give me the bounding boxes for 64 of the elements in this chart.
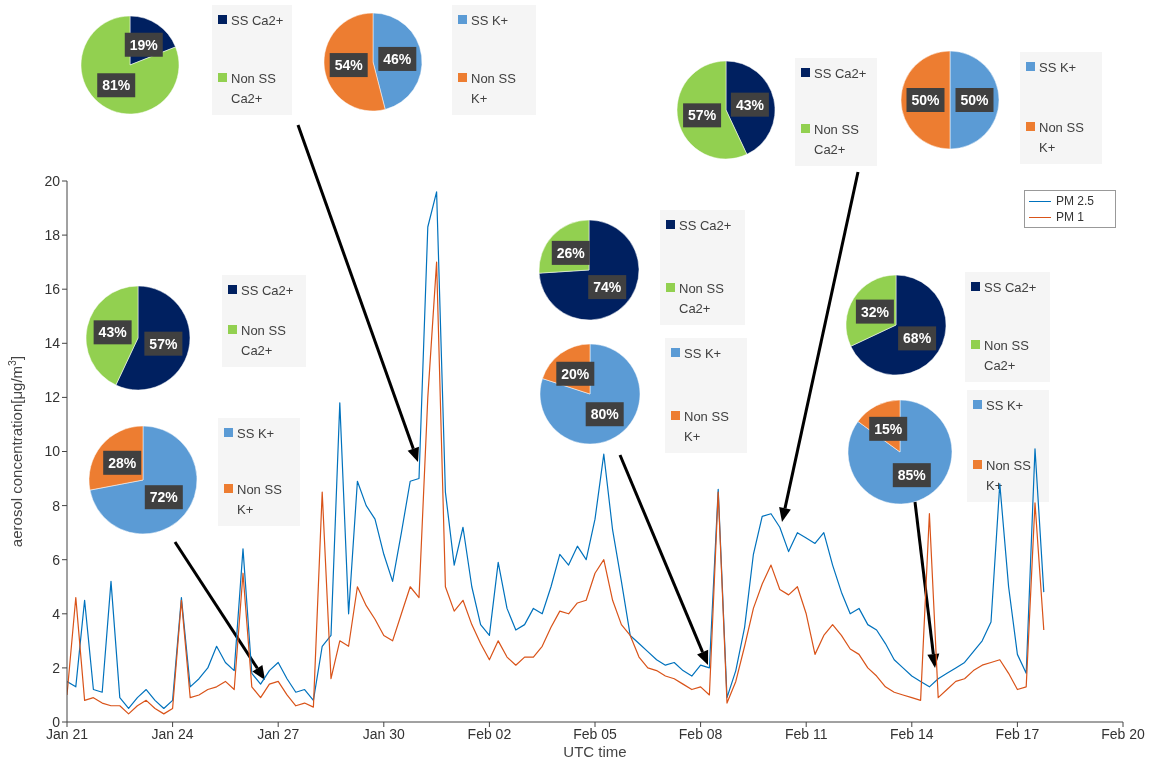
x-tick-label: Feb 05: [573, 725, 617, 742]
legend-label: Non SS K+: [471, 70, 517, 108]
data-label: 26%: [556, 244, 586, 261]
legend-label: Non SS K+: [986, 457, 1032, 495]
x-tick-label: Feb 14: [890, 725, 934, 742]
legend-label: Non SS Ca2+: [814, 121, 860, 159]
legend-label: PM 1: [1056, 209, 1085, 225]
data-label: 46%: [383, 50, 412, 67]
data-label: 57%: [688, 107, 717, 124]
data-label: 74%: [593, 279, 622, 296]
data-label: 57%: [149, 335, 178, 352]
data-label: 20%: [561, 365, 590, 382]
data-label: 28%: [108, 454, 137, 471]
y-tick-label: 20: [44, 172, 61, 189]
legend-label: Non SS K+: [237, 481, 283, 519]
y-tick-label: 0: [52, 713, 61, 730]
data-label: 54%: [334, 57, 364, 74]
data-label: 81%: [102, 77, 131, 94]
x-tick-label: Feb 11: [784, 725, 828, 742]
legend-label: SS K+: [471, 12, 510, 30]
data-label: 72%: [149, 489, 179, 506]
legend-label: SS Ca2+: [814, 65, 868, 83]
x-tick-label: Feb 20: [1101, 725, 1145, 742]
data-label: 80%: [590, 406, 620, 423]
legend-label: Non SS K+: [684, 408, 730, 446]
data-label: 68%: [903, 330, 932, 347]
legend-label: Non SS Ca2+: [679, 280, 725, 318]
x-tick-label: Feb 17: [995, 725, 1040, 742]
x-tick-label: Jan 27: [257, 725, 300, 742]
y-tick-label: 8: [52, 497, 61, 514]
x-axis-title: UTC time: [563, 742, 627, 760]
y-tick-label: 6: [52, 551, 61, 568]
x-tick-label: Jan 30: [362, 725, 406, 742]
data-label: 19%: [129, 36, 159, 53]
y-tick-label: 10: [44, 443, 61, 460]
legend-label: Non SS Ca2+: [984, 337, 1030, 375]
y-tick-label: 18: [44, 227, 61, 244]
legend-label: SS K+: [986, 397, 1025, 415]
data-label: 32%: [860, 303, 890, 320]
legend-label: SS Ca2+: [984, 279, 1038, 297]
y-tick-label: 12: [44, 389, 61, 406]
data-label: 50%: [911, 92, 941, 108]
legend-label: Non SS Ca2+: [241, 322, 287, 360]
legend-label: SS K+: [684, 345, 723, 363]
y-tick-label: 4: [52, 605, 61, 622]
legend-label: Non SS Ca2+: [231, 70, 277, 108]
data-label: 43%: [98, 324, 128, 341]
y-tick-label: 14: [44, 335, 61, 352]
legend-label: SS K+: [237, 425, 276, 443]
x-tick-label: Feb 08: [678, 725, 723, 742]
data-label: 43%: [735, 96, 765, 113]
x-tick-label: Feb 02: [467, 725, 512, 742]
legend-label: PM 2.5: [1056, 193, 1095, 209]
y-tick-label: 2: [52, 659, 61, 676]
legend-label: SS Ca2+: [241, 282, 295, 300]
x-tick-label: Jan 24: [151, 725, 194, 742]
data-label: 50%: [960, 92, 990, 108]
legend-label: SS Ca2+: [231, 12, 285, 30]
data-label: 15%: [874, 420, 903, 437]
data-label: 85%: [897, 467, 927, 484]
legend-label: SS K+: [1039, 59, 1078, 77]
legend-label: SS Ca2+: [679, 217, 733, 235]
legend-label: Non SS K+: [1039, 119, 1085, 157]
y-tick-label: 16: [44, 281, 61, 298]
